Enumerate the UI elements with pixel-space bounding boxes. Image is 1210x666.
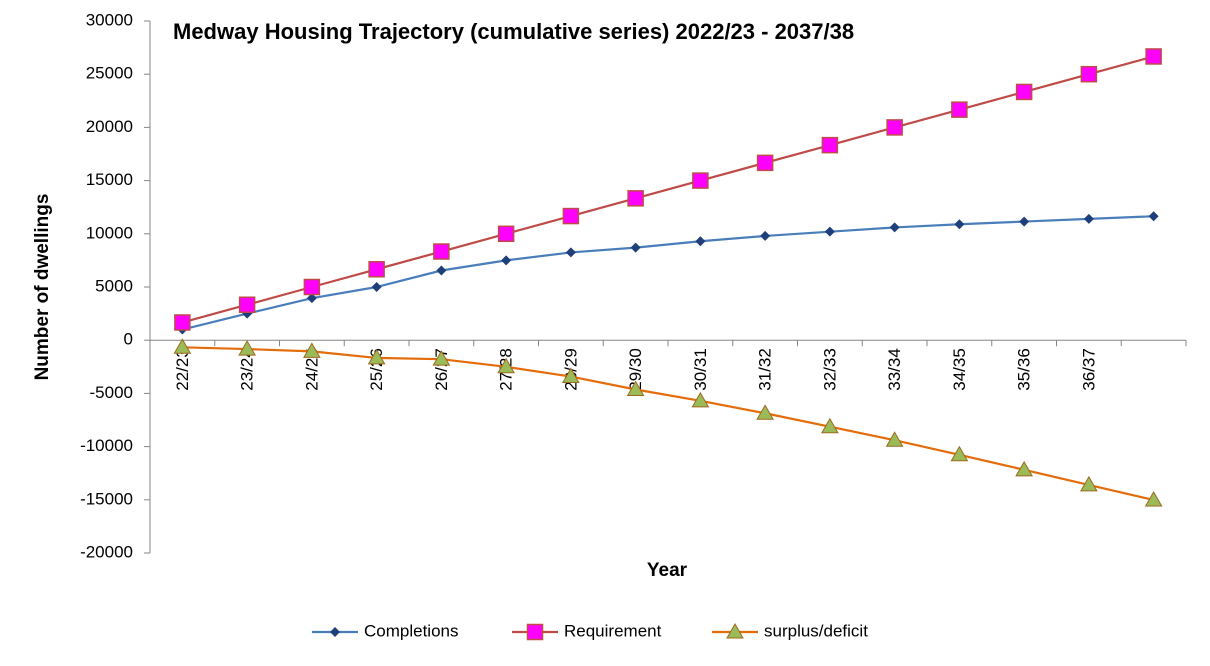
marker [695, 236, 706, 247]
marker [692, 172, 709, 189]
x-tick-label: 30/31 [691, 348, 710, 391]
marker [303, 278, 321, 296]
y-tick-label: -15000 [80, 489, 133, 508]
marker [238, 340, 256, 356]
marker [238, 296, 256, 313]
y-tick-label: 20000 [86, 117, 133, 136]
marker [371, 282, 382, 292]
marker [824, 226, 835, 237]
marker [174, 314, 191, 331]
y-tick-label: -20000 [80, 542, 133, 561]
marker [501, 255, 512, 266]
y-tick-label: -10000 [80, 436, 133, 455]
marker [1148, 211, 1159, 222]
marker [756, 404, 774, 420]
marker [821, 417, 839, 434]
marker [497, 225, 515, 243]
marker [562, 367, 580, 384]
marker [951, 101, 968, 118]
x-tick-label: 36/37 [1079, 348, 1098, 391]
marker [565, 247, 576, 258]
marker [630, 242, 641, 253]
marker [626, 380, 645, 396]
marker [1145, 48, 1162, 65]
marker [954, 219, 965, 230]
marker [173, 338, 192, 354]
y-axis-title: Number of dwellings [32, 194, 53, 381]
marker [627, 190, 644, 207]
marker [756, 154, 774, 172]
legend-item: Completions [312, 621, 459, 640]
marker [1015, 460, 1033, 477]
marker [1015, 83, 1033, 101]
legend-label: Completions [364, 621, 459, 640]
marker [368, 261, 385, 278]
y-tick-label: 25000 [86, 64, 133, 83]
x-tick-label: 23/24 [238, 348, 257, 391]
x-tick-label: 33/34 [885, 348, 904, 391]
series-line [182, 215, 1154, 331]
marker [691, 391, 710, 408]
y-tick-label: 5000 [95, 276, 133, 295]
marker [1019, 216, 1030, 227]
marker [886, 119, 903, 136]
legend-marker [726, 622, 744, 639]
marker [1083, 213, 1094, 224]
x-tick-label: 22/23 [173, 348, 192, 391]
x-axis-title: Year [647, 560, 688, 581]
x-tick-label: 32/33 [820, 348, 839, 391]
legend-item: Requirement [512, 621, 662, 640]
x-tick-label: 35/36 [1015, 348, 1034, 391]
legend-label: Requirement [564, 621, 662, 640]
series-line [182, 346, 1154, 502]
marker [821, 136, 839, 154]
legend-item: surplus/deficit [712, 621, 868, 640]
legend-label: surplus/deficit [764, 621, 868, 640]
x-tick-label: 29/30 [626, 348, 645, 391]
y-tick-label: 30000 [86, 10, 133, 29]
x-tick-label: 24/25 [302, 348, 321, 391]
marker [436, 265, 447, 276]
marker [432, 350, 451, 366]
y-tick-label: 10000 [86, 223, 133, 242]
marker [433, 243, 450, 260]
marker [760, 230, 771, 241]
marker [306, 293, 317, 304]
marker [885, 431, 904, 447]
marker [497, 357, 515, 374]
marker [1080, 65, 1098, 83]
marker [1080, 475, 1098, 492]
chart-title: Medway Housing Trajectory (cumulative se… [173, 19, 854, 44]
y-tick-label: 15000 [86, 170, 133, 189]
y-tick-label: 0 [124, 330, 133, 349]
marker [889, 222, 900, 233]
marker [303, 342, 321, 358]
series-line [182, 55, 1154, 324]
marker [950, 445, 969, 462]
marker [367, 348, 386, 365]
legend-marker [330, 627, 340, 637]
x-tick-label: 34/35 [950, 348, 969, 391]
x-tick-label: 31/32 [756, 348, 775, 391]
y-tick-label: -5000 [90, 383, 133, 402]
marker [1144, 490, 1163, 507]
marker [562, 207, 580, 225]
legend-marker [526, 623, 544, 641]
